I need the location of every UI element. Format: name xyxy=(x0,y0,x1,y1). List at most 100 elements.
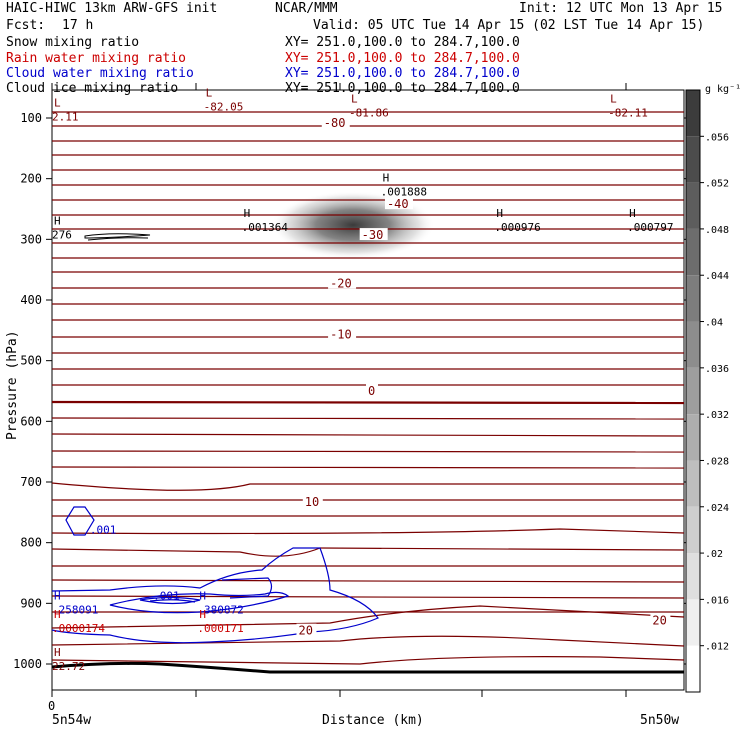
cloud-contour xyxy=(51,547,379,644)
colorbar-label: .02 xyxy=(705,549,723,560)
extremum-value: 2.11 xyxy=(52,110,79,123)
isotherm xyxy=(51,635,685,647)
extremum-value: -82.05 xyxy=(204,101,244,114)
extremum-mark: H xyxy=(244,207,251,220)
extremum-mark: H xyxy=(54,590,61,603)
cloud-contour xyxy=(139,596,201,605)
extremum-value: -81.86 xyxy=(349,107,389,120)
cloud-ice-contour xyxy=(87,237,149,241)
extremum-value: .001888 xyxy=(381,186,427,199)
y-tick-label: 600 xyxy=(20,414,42,428)
cloud-water-contours xyxy=(51,506,379,644)
extremum-value: 22.72 xyxy=(52,660,85,673)
colorbar-band xyxy=(686,321,700,368)
extremum-mark: H xyxy=(54,608,61,621)
x-end-label: 5n50w xyxy=(640,713,679,728)
isotherm xyxy=(51,433,685,437)
cloud-water-label: .001 xyxy=(153,589,180,602)
extremum-value: .000797 xyxy=(627,221,673,234)
cloud-ice-contours xyxy=(84,233,151,241)
y-axis-label: Pressure (hPa) xyxy=(5,330,20,440)
colorbar-band xyxy=(686,599,700,646)
isotherm xyxy=(51,482,684,491)
temperature-label: -80 xyxy=(324,116,346,130)
colorbar-label: .056 xyxy=(705,132,729,143)
colorbar-band xyxy=(686,367,700,415)
temperature-label: 20 xyxy=(298,624,312,638)
colorbar-label: .044 xyxy=(705,271,729,282)
init-time: Init: 12 UTC Mon 13 Apr 15 xyxy=(519,1,723,16)
colorbar-label: .016 xyxy=(705,595,729,606)
field-xy-cloud-water: XY= 251.0,100.0 to 284.7,100.0 xyxy=(285,66,520,81)
isotherm xyxy=(51,466,685,469)
colorbar-band xyxy=(686,645,700,692)
field-name-snow: Snow mixing ratio xyxy=(6,35,140,50)
model-title: HAIC-HIWC 13km ARW-GFS init xyxy=(6,1,218,16)
extremum-mark: H xyxy=(199,590,206,603)
colorbar-label: .012 xyxy=(705,642,729,653)
temperature-label: 0 xyxy=(368,384,375,398)
colorbar-label: .048 xyxy=(705,225,729,236)
colorbar-band xyxy=(686,136,700,183)
extremum-value: .0000174 xyxy=(52,622,105,635)
extremum-mark: H xyxy=(496,207,503,220)
valid-time: Valid: 05 UTC Tue 14 Apr 15 (02 LST Tue … xyxy=(313,18,705,33)
colorbar-band xyxy=(686,414,700,461)
x-axis-label: Distance (km) xyxy=(322,713,424,728)
colorbar-unit: g kg⁻¹ xyxy=(705,84,740,95)
extremum-mark: L xyxy=(54,96,61,109)
cloud-ice-contour xyxy=(84,233,151,239)
temperature-label: -10 xyxy=(330,328,352,342)
colorbar-label: .036 xyxy=(705,364,729,375)
extremum-mark: H xyxy=(383,172,390,185)
colorbar-label: .024 xyxy=(705,503,729,514)
colorbar-label: .032 xyxy=(705,410,729,421)
colorbar: .056 .052 .048 .044 .04 .036 .032 .028 .024 .02 .0… xyxy=(685,89,729,693)
colorbar-frame xyxy=(685,89,701,693)
isotherm xyxy=(51,547,685,557)
colorbar-band xyxy=(686,553,700,600)
temperature-label: -30 xyxy=(362,228,384,242)
extremum-value: .000976 xyxy=(494,221,540,234)
temperature-label-bg xyxy=(384,197,413,210)
temperature-label-bg xyxy=(650,613,671,626)
isotherm xyxy=(51,417,685,420)
field-xy-cloud-ice: XY= 251.0,100.0 to 284.7,100.0 xyxy=(285,81,520,96)
temperature-label-bg xyxy=(366,384,378,396)
cloud-contour xyxy=(65,506,95,536)
extremum-mark: H xyxy=(54,646,61,659)
cloud-contour xyxy=(149,599,196,603)
extremum-mark: L xyxy=(351,93,358,106)
y-tick-label: 400 xyxy=(20,293,42,307)
isotherm xyxy=(51,656,685,665)
temperature-label-bg xyxy=(296,623,317,636)
colorbar-band xyxy=(686,90,700,137)
temperature-labels: -80 -40 -30 -20 -10 0 10 20 20 xyxy=(296,115,671,638)
colorbar-label: .04 xyxy=(705,318,723,329)
y-tick-label: 100 xyxy=(20,111,42,125)
field-name-cloud-ice: Cloud ice mixing ratio xyxy=(6,81,179,96)
colorbar-band xyxy=(686,460,700,507)
temperature-label-bg xyxy=(302,495,323,508)
extremum-mark: L xyxy=(206,87,213,100)
extremum-mark: H xyxy=(54,215,61,228)
field-name-rain: Rain water mixing ratio xyxy=(6,51,187,66)
colorbar-band xyxy=(686,275,700,322)
colorbar-band xyxy=(686,506,700,554)
isotherm xyxy=(51,605,685,629)
extremum-value: .380872 xyxy=(197,604,243,617)
y-tick-label: 300 xyxy=(20,232,42,246)
field-name-cloud-water: Cloud water mixing ratio xyxy=(6,66,194,81)
cloud-contour xyxy=(109,591,290,614)
extremum-value: 276 xyxy=(52,229,72,242)
cloud-water-label: .001 xyxy=(90,523,117,536)
extremum-value: .001364 xyxy=(242,221,289,234)
colorbar-band xyxy=(686,182,700,229)
field-xy-snow: XY= 251.0,100.0 to 284.7,100.0 xyxy=(285,35,520,50)
forecast-label: Fcst: xyxy=(6,18,46,33)
y-tick-label: 800 xyxy=(20,536,42,550)
extremum-mark: H xyxy=(629,207,636,220)
